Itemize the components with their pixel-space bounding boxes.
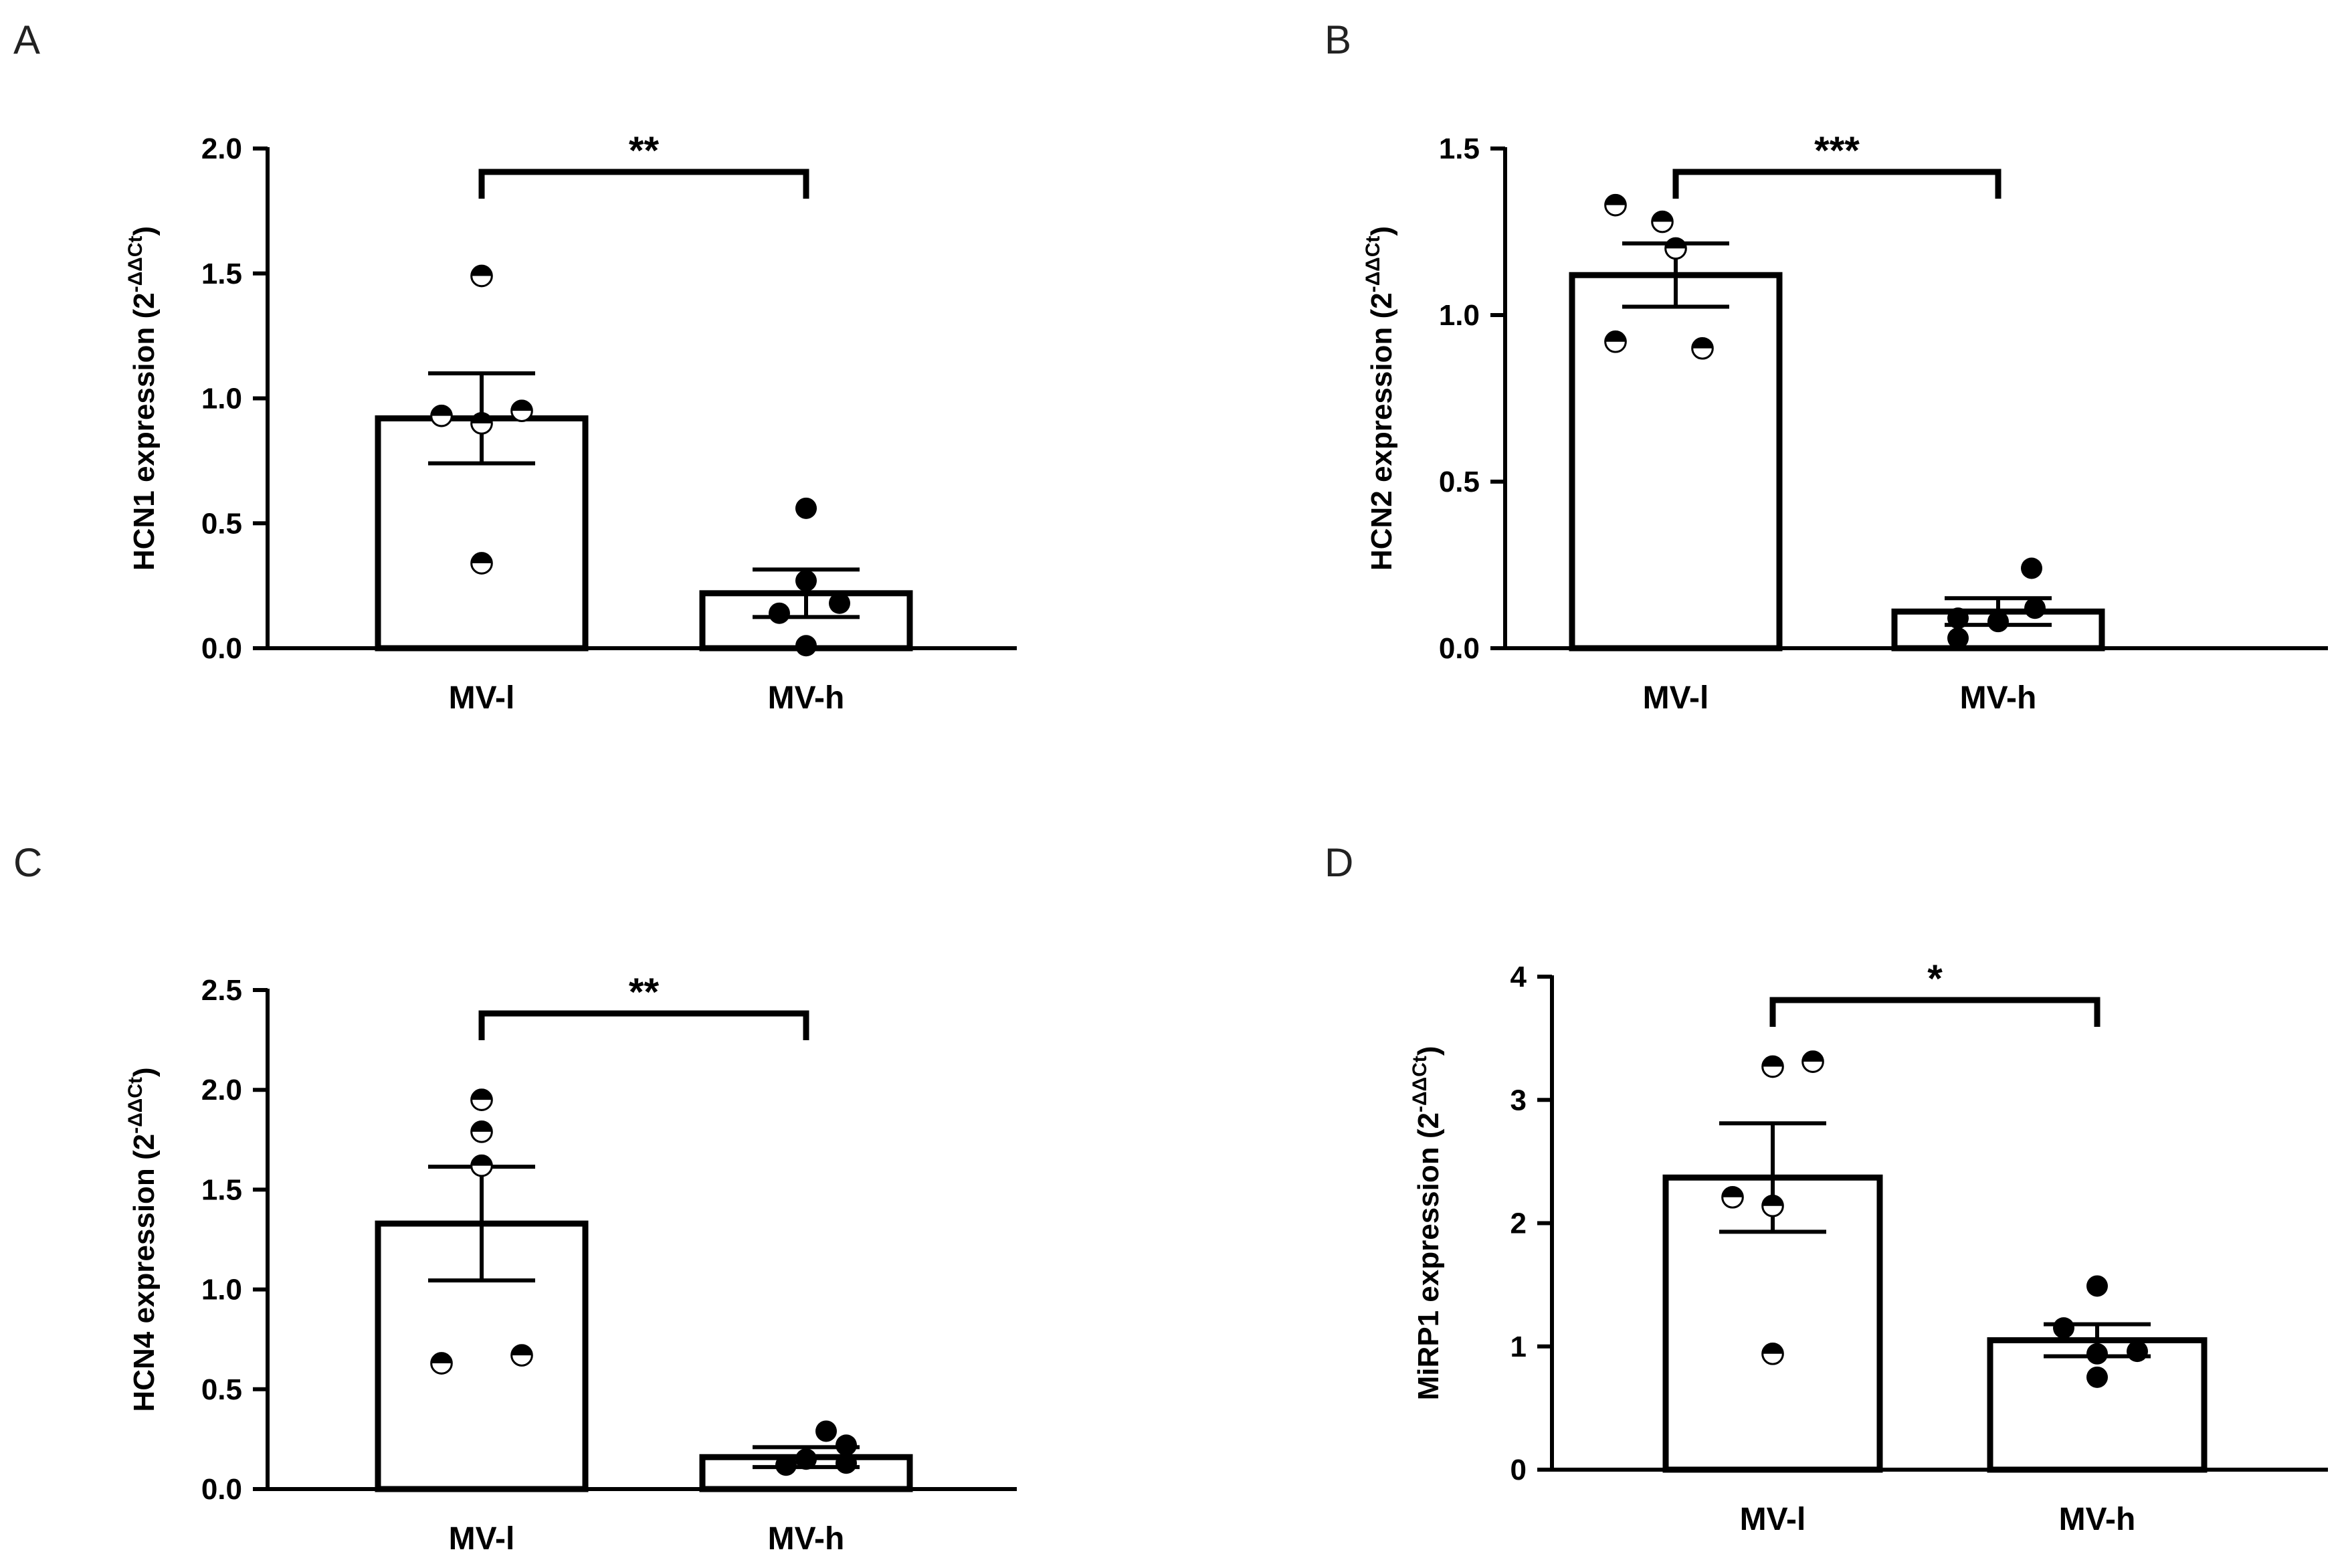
y-axis-label: HCN1 expression (2-ΔΔCt)	[124, 226, 161, 571]
panel-letter: D	[1325, 840, 1353, 885]
significance-label: **	[629, 971, 660, 1014]
y-tick-label: 0.0	[1439, 632, 1480, 665]
data-point-filled	[2086, 1343, 2108, 1365]
y-axis-label: HCN2 expression (2-ΔΔCt)	[1362, 226, 1398, 571]
data-point-half-filled	[472, 1155, 492, 1176]
data-point-filled	[2053, 1317, 2074, 1339]
data-point-half-filled	[512, 1345, 532, 1366]
y-tick-label: 0.0	[201, 632, 242, 665]
y-tick-label: 0.5	[1439, 466, 1480, 498]
data-point-half-filled	[1763, 1056, 1783, 1077]
y-tick-label: 0	[1510, 1454, 1527, 1486]
significance-bracket	[478, 169, 809, 199]
bar-mv-l	[1662, 1174, 1883, 1473]
data-point-half-filled	[1605, 195, 1626, 215]
y-tick-label: 1.0	[201, 1274, 242, 1306]
data-point-filled	[2086, 1366, 2108, 1388]
data-point-filled	[2127, 1341, 2148, 1363]
significance-bracket	[1672, 169, 2001, 199]
y-tick-label: 0.0	[201, 1473, 242, 1506]
data-point-half-filled	[431, 1353, 452, 1374]
panel-letter: B	[1325, 17, 1351, 62]
data-point-half-filled	[472, 553, 492, 574]
y-tick-label: 1.5	[201, 258, 242, 290]
data-point-half-filled	[472, 1090, 492, 1110]
data-point-half-filled	[1692, 338, 1713, 359]
data-point-half-filled	[1763, 1344, 1783, 1365]
data-point-half-filled	[1763, 1195, 1783, 1216]
x-category-label: MV-h	[768, 680, 845, 716]
data-point-filled	[2021, 557, 2042, 579]
y-tick-label: 1.5	[201, 1173, 242, 1206]
significance-bracket	[478, 1010, 809, 1040]
y-tick-label: 1.0	[201, 383, 242, 415]
y-tick-label: 0.5	[201, 507, 242, 540]
y-tick-label: 1.0	[1439, 299, 1480, 332]
data-point-half-filled	[1803, 1052, 1824, 1072]
significance-label: ***	[1814, 129, 1860, 173]
panel-b: B 0.0 0.5 1.0 1.5 HCN2 expression (2-ΔΔCt) MV-…	[1325, 17, 2328, 716]
data-point-filled	[1947, 607, 1969, 629]
y-tick-label: 2.5	[201, 974, 242, 1007]
data-point-half-filled	[1723, 1187, 1743, 1208]
x-category-label: MV-h	[768, 1521, 845, 1557]
y-tick-label: 2.0	[201, 1074, 242, 1106]
significance-bracket	[1769, 997, 2101, 1027]
x-category-label: MV-h	[1960, 680, 2037, 716]
data-point-half-filled	[472, 266, 492, 286]
data-point-filled	[795, 570, 817, 592]
significance-label: *	[1927, 957, 1943, 1001]
data-point-filled	[836, 1434, 857, 1456]
data-point-filled	[795, 497, 817, 519]
data-point-half-filled	[431, 405, 452, 426]
panel-a: A 0.0 0.5 1.0 1.5 2.0 HCN1 expression (2-ΔΔCt)…	[13, 17, 1017, 716]
panel-c: C 0.0 0.5 1.0 1.5 2.0 2.5 HCN4 expression (2-ΔΔ…	[13, 840, 1017, 1557]
data-point-filled	[815, 1420, 837, 1442]
x-category-label: MV-l	[1740, 1502, 1806, 1537]
data-point-half-filled	[1605, 332, 1626, 353]
data-point-half-filled	[472, 413, 492, 434]
y-axis-label: HCN4 expression (2-ΔΔCt)	[124, 1067, 161, 1411]
y-tick-label: 4	[1510, 961, 1527, 993]
data-point-filled	[795, 1448, 817, 1470]
panel-letter: A	[13, 17, 40, 62]
data-point-half-filled	[472, 1122, 492, 1143]
panel-d: D 0 1 2 3 4 MiRP1 expression (2-ΔΔCt) MV-l MV-h *	[1325, 840, 2328, 1537]
data-point-filled	[775, 1454, 797, 1476]
y-tick-label: 3	[1510, 1084, 1527, 1116]
data-point-half-filled	[1666, 238, 1686, 259]
data-point-filled	[769, 602, 790, 624]
y-tick-label: 1	[1510, 1331, 1527, 1363]
data-point-filled	[836, 1452, 857, 1474]
y-tick-label: 0.5	[201, 1373, 242, 1406]
panel-letter: C	[13, 840, 42, 885]
data-point-filled	[1987, 611, 2009, 633]
y-tick-label: 2	[1510, 1207, 1527, 1240]
data-point-filled	[795, 635, 817, 657]
x-category-label: MV-l	[449, 680, 515, 716]
y-tick-label: 1.5	[1439, 132, 1480, 165]
data-point-half-filled	[1652, 211, 1673, 232]
data-point-filled	[2024, 597, 2046, 619]
y-tick-label: 2.0	[201, 132, 242, 165]
x-category-label: MV-l	[1643, 680, 1709, 716]
significance-label: **	[629, 129, 660, 173]
data-point-half-filled	[512, 401, 532, 421]
data-point-filled	[2086, 1275, 2108, 1297]
x-category-label: MV-h	[2059, 1502, 2136, 1537]
y-axis-label: MiRP1 expression (2-ΔΔCt)	[1409, 1046, 1445, 1401]
x-category-label: MV-l	[449, 1521, 515, 1557]
bar-mv-l	[1569, 272, 1783, 652]
data-point-filled	[1947, 627, 1969, 650]
data-point-filled	[829, 592, 850, 614]
